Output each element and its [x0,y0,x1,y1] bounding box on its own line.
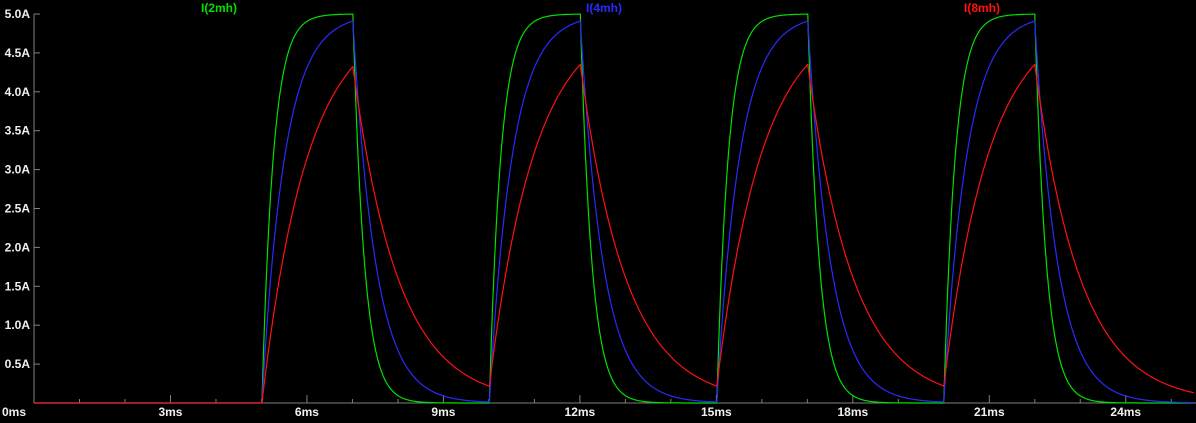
y-tick-label: 2.5A [5,202,31,216]
y-tick-label: 5.0A [5,7,31,21]
y-tick-label: 2.0A [5,240,31,254]
trace-i2mh [33,13,1195,404]
x-tick-label: 18ms [837,405,868,419]
x-tick-label: 3ms [158,405,182,419]
trace-legend: I(2mh) I(4mh) I(8mh) [0,0,1196,18]
y-tick-label: 4.0A [5,85,31,99]
y-tick-label: 1.0A [5,318,31,332]
x-tick-label: 12ms [565,405,596,419]
x-tick-label: 9ms [431,405,455,419]
x-tick-label: 15ms [701,405,732,419]
x-tick-label: 24ms [1110,405,1141,419]
x-tick-label: 0ms [2,405,26,419]
y-tick-label: 0.5A [5,357,31,371]
x-tick-label: 21ms [974,405,1005,419]
y-tick-label: 4.5A [5,46,31,60]
x-tick-label: 6ms [295,405,319,419]
y-tick-label: 3.5A [5,124,31,138]
y-tick-label: 3.0A [5,163,31,177]
y-tick-label: 1.5A [5,279,31,293]
trace-label-i4mh[interactable]: I(4mh) [586,1,622,15]
trace-label-i2mh[interactable]: I(2mh) [201,1,237,15]
trace-i8mh [33,63,1195,404]
trace-label-i8mh[interactable]: I(8mh) [964,1,1000,15]
trace-i4mh [33,20,1195,404]
